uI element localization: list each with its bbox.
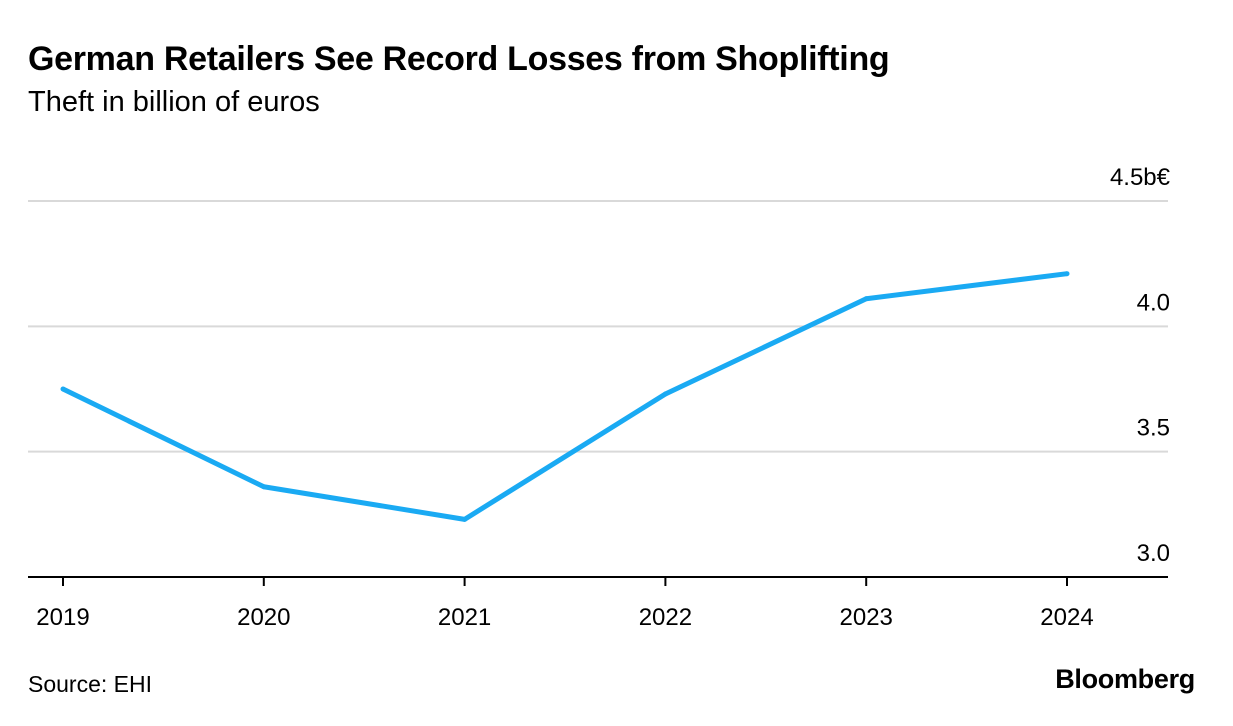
data-point (863, 296, 869, 302)
data-point (462, 516, 468, 522)
bloomberg-logo: Bloomberg (1055, 664, 1195, 694)
y-tick-label: 3.0 (1137, 540, 1170, 567)
x-tick-label: 2021 (438, 604, 491, 631)
data-point (1064, 271, 1070, 277)
data-point (60, 386, 66, 392)
chart-subtitle: Theft in billion of euros (28, 86, 320, 118)
x-tick-label: 2024 (1040, 604, 1093, 631)
x-tick-label: 2022 (639, 604, 692, 631)
series-line (61, 271, 1068, 522)
data-point (662, 391, 668, 397)
x-tick-label: 2023 (840, 604, 893, 631)
y-tick-label: 3.5 (1137, 415, 1170, 442)
x-tick-label: 2019 (36, 604, 89, 631)
source-note: Source: EHI (28, 671, 152, 697)
y-tick-label: 4.5b€ (1110, 164, 1171, 191)
y-tick-label: 4.0 (1137, 289, 1170, 316)
data-point (261, 484, 267, 490)
chart-title: German Retailers See Record Losses from … (28, 40, 890, 78)
x-tick-label: 2020 (237, 604, 290, 631)
